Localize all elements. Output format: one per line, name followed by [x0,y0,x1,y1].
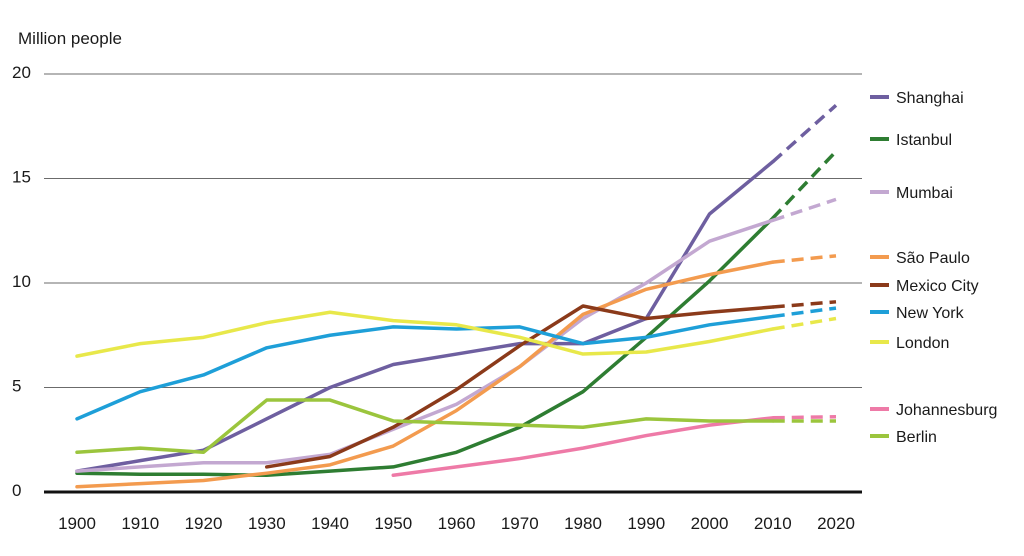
legend-label-berlin: Berlin [896,429,937,446]
x-tick-label: 1930 [248,514,286,533]
x-tick-labels: 1900 1910 1920 1930 1940 1950 1960 1970 1980 1990… [58,514,855,533]
y-tick-label: 15 [12,168,31,187]
legend-label-new-york: New York [896,305,965,322]
x-tick-label: 2000 [691,514,729,533]
x-tick-label: 1960 [438,514,476,533]
series-projection-shanghai [771,104,838,164]
series-line-johannesburg [391,416,775,478]
series-projection-johannesburg [772,415,837,420]
legend-label-mumbai: Mumbai [896,185,953,202]
series-line-istanbul [75,216,775,478]
series-line-mexico-city [265,304,775,469]
x-tick-label: 1980 [564,514,602,533]
series-line-london [75,310,775,358]
series-projection-mexico-city [772,300,837,309]
x-tick-label: 1990 [627,514,665,533]
legend-label-s-o-paulo: São Paulo [896,250,970,267]
series-projection-istanbul [771,150,838,220]
legend: Shanghai Istanbul Mumbai São Paulo Mexico Ci… [870,90,997,446]
y-tick-label: 5 [12,377,21,396]
series-projection-mumbai [772,197,837,222]
series-line-new-york [75,314,775,421]
legend-label-istanbul: Istanbul [896,132,952,149]
legend-label-mexico-city: Mexico City [896,278,979,295]
x-tick-label: 1940 [311,514,349,533]
x-tick-label: 1970 [501,514,539,533]
series-line-berlin [75,398,775,455]
series-projection-london [772,316,837,331]
y-tick-label: 0 [12,481,21,500]
x-tick-label: 1950 [374,514,412,533]
series-projection-s-o-paulo [772,254,837,264]
x-tick-label: 2020 [817,514,855,533]
series-line-s-o-paulo [75,260,775,489]
legend-label-london: London [896,335,949,352]
y-tick-labels: 0 5 10 15 20 [12,63,31,500]
y-tick-label: 10 [12,272,31,291]
gridlines [44,73,862,388]
legend-label-johannesburg: Johannesburg [896,402,997,419]
x-tick-label: 2010 [754,514,792,533]
series-line-mumbai [75,218,775,473]
x-tick-label: 1910 [121,514,159,533]
series-lines [75,104,838,489]
x-tick-label: 1920 [185,514,223,533]
series-projection-new-york [772,306,837,319]
y-axis-label: Million people [18,29,122,48]
x-tick-label: 1900 [58,514,96,533]
y-tick-label: 20 [12,63,31,82]
legend-label-shanghai: Shanghai [896,90,964,107]
